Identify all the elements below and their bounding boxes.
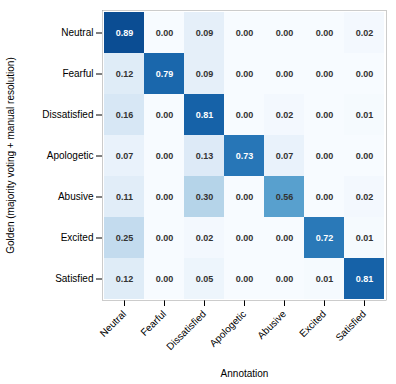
svg-text:0.00: 0.00 xyxy=(276,233,294,243)
svg-text:0.00: 0.00 xyxy=(316,69,334,79)
svg-text:0.09: 0.09 xyxy=(196,28,214,38)
svg-text:0.01: 0.01 xyxy=(356,233,374,243)
svg-text:Dissatisfied: Dissatisfied xyxy=(164,308,208,352)
svg-text:0.11: 0.11 xyxy=(116,192,133,202)
svg-text:0.12: 0.12 xyxy=(116,69,134,79)
svg-text:0.00: 0.00 xyxy=(236,274,254,284)
svg-text:Dissatisfied: Dissatisfied xyxy=(42,109,93,120)
svg-text:0.00: 0.00 xyxy=(156,274,174,284)
svg-text:0.00: 0.00 xyxy=(316,28,334,38)
svg-text:Golden (majority voting + manu: Golden (majority voting + manual resolut… xyxy=(5,57,16,253)
svg-text:Satisfied: Satisfied xyxy=(55,273,93,284)
svg-text:0.00: 0.00 xyxy=(236,69,254,79)
svg-text:0.00: 0.00 xyxy=(316,110,334,120)
svg-text:0.00: 0.00 xyxy=(156,233,174,243)
svg-text:0.00: 0.00 xyxy=(236,110,254,120)
svg-text:0.00: 0.00 xyxy=(236,233,254,243)
svg-text:Fearful: Fearful xyxy=(138,308,168,338)
svg-text:Apologetic: Apologetic xyxy=(47,150,94,161)
svg-text:0.05: 0.05 xyxy=(196,274,214,284)
svg-text:Abusive: Abusive xyxy=(255,308,288,341)
svg-text:0.00: 0.00 xyxy=(236,192,254,202)
svg-text:0.00: 0.00 xyxy=(236,28,254,38)
svg-text:0.00: 0.00 xyxy=(156,110,174,120)
svg-text:Excited: Excited xyxy=(61,232,94,243)
svg-text:0.00: 0.00 xyxy=(356,69,374,79)
svg-text:0.73: 0.73 xyxy=(236,151,254,161)
svg-text:0.12: 0.12 xyxy=(116,274,134,284)
svg-text:0.02: 0.02 xyxy=(356,192,374,202)
svg-text:0.00: 0.00 xyxy=(356,151,374,161)
svg-text:0.81: 0.81 xyxy=(196,110,214,120)
svg-text:0.00: 0.00 xyxy=(316,151,334,161)
svg-text:0.00: 0.00 xyxy=(156,151,174,161)
svg-text:Annotation: Annotation xyxy=(221,368,269,379)
svg-text:0.02: 0.02 xyxy=(276,110,294,120)
svg-text:0.01: 0.01 xyxy=(356,110,374,120)
svg-text:Neutral: Neutral xyxy=(61,27,93,38)
svg-text:0.16: 0.16 xyxy=(116,110,134,120)
svg-text:0.01: 0.01 xyxy=(316,274,334,284)
svg-text:0.25: 0.25 xyxy=(116,233,134,243)
svg-text:0.00: 0.00 xyxy=(276,69,294,79)
svg-text:Satisfied: Satisfied xyxy=(333,308,368,343)
svg-text:0.00: 0.00 xyxy=(156,192,174,202)
svg-text:0.07: 0.07 xyxy=(276,151,294,161)
svg-text:0.02: 0.02 xyxy=(356,28,374,38)
svg-text:0.79: 0.79 xyxy=(156,69,174,79)
svg-text:0.02: 0.02 xyxy=(196,233,214,243)
svg-text:0.81: 0.81 xyxy=(356,274,374,284)
svg-text:0.07: 0.07 xyxy=(116,151,134,161)
svg-text:0.30: 0.30 xyxy=(196,192,214,202)
svg-text:0.00: 0.00 xyxy=(276,274,294,284)
svg-text:Abusive: Abusive xyxy=(58,191,94,202)
svg-text:Fearful: Fearful xyxy=(62,68,93,79)
svg-text:0.13: 0.13 xyxy=(196,151,214,161)
svg-text:Neutral: Neutral xyxy=(98,308,129,339)
svg-text:Excited: Excited xyxy=(297,308,328,339)
svg-text:Apologetic: Apologetic xyxy=(207,308,248,349)
svg-text:0.72: 0.72 xyxy=(316,233,334,243)
svg-text:0.89: 0.89 xyxy=(116,28,134,38)
svg-text:0.09: 0.09 xyxy=(196,69,214,79)
svg-text:0.56: 0.56 xyxy=(276,192,294,202)
svg-text:0.00: 0.00 xyxy=(156,28,174,38)
svg-text:0.00: 0.00 xyxy=(316,192,334,202)
svg-text:0.00: 0.00 xyxy=(276,28,294,38)
